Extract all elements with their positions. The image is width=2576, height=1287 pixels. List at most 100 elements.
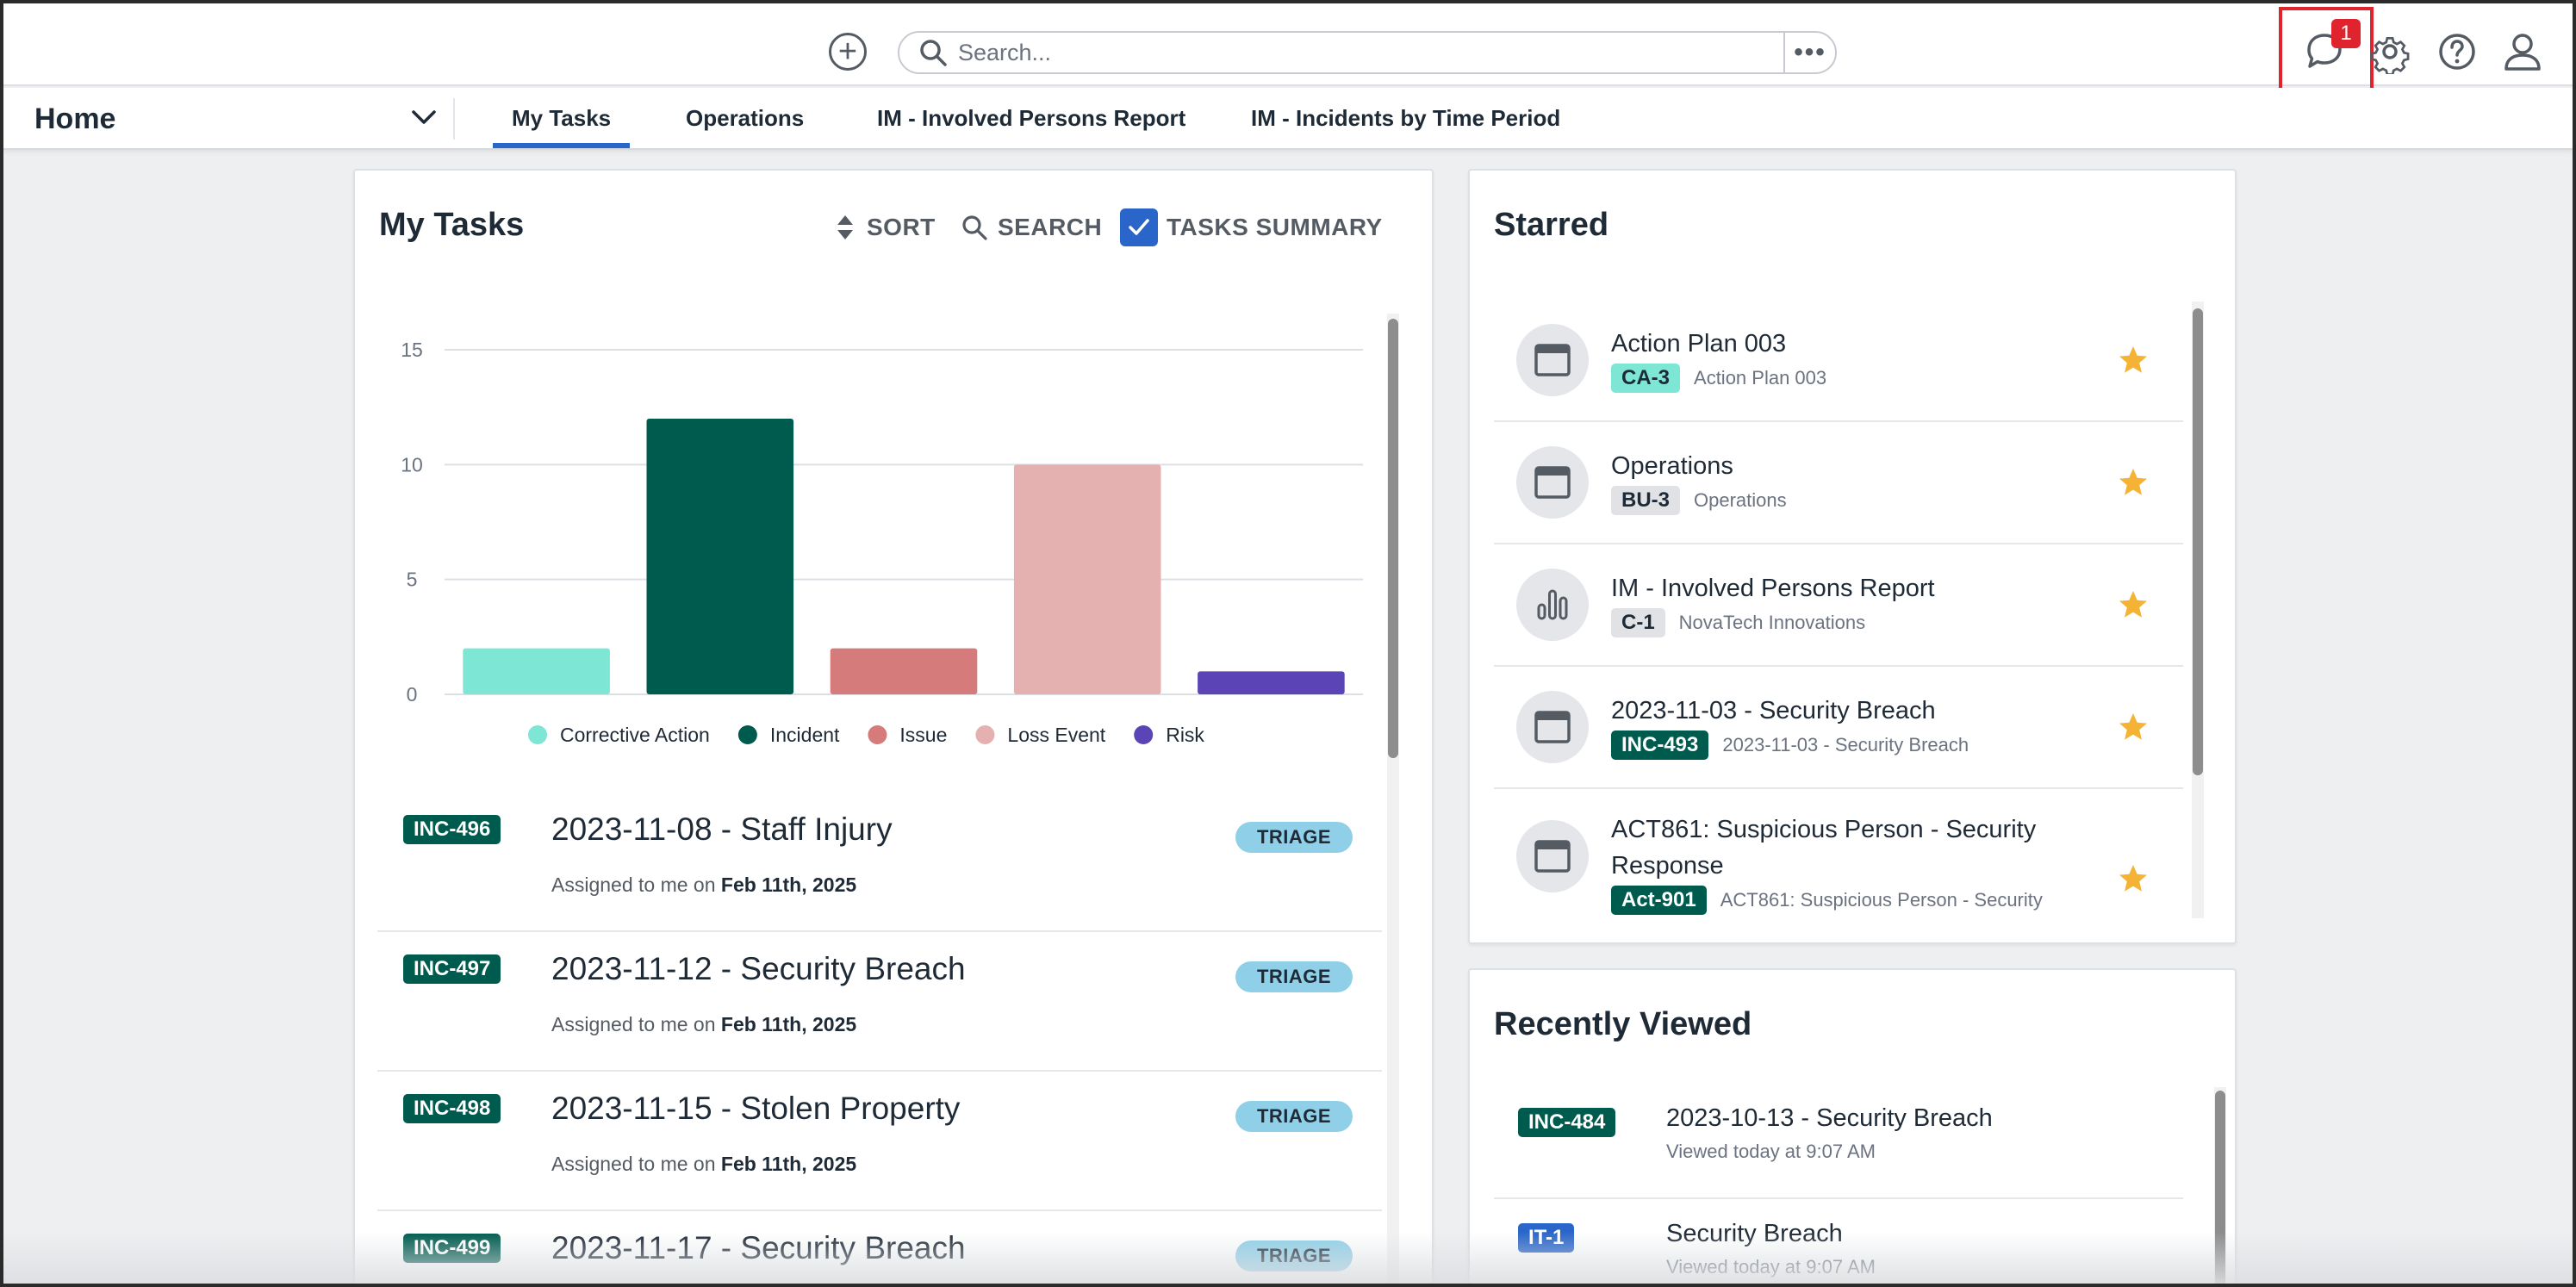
tab-incidents-by-time-period[interactable]: IM - Incidents by Time Period <box>1251 104 1561 131</box>
starred-item[interactable]: IM - Involved Persons Report C-1 NovaTec… <box>1494 544 2183 667</box>
recently-viewed-title: Recently Viewed <box>1494 1006 1752 1042</box>
task-assigned: Assigned to me on Feb 11th, 2025 <box>551 1013 856 1036</box>
status-badge: TRIAGE <box>1235 1240 1353 1271</box>
legend-swatch <box>737 725 757 744</box>
task-assigned: Assigned to me on Feb 11th, 2025 <box>551 1153 856 1176</box>
starred-item-subtitle: Operations <box>1694 489 1787 511</box>
status-badge: TRIAGE <box>1235 1101 1353 1132</box>
more-options-icon[interactable]: ••• <box>1783 33 1835 72</box>
record-id-badge: CA-3 <box>1611 364 1681 393</box>
search-icon[interactable] <box>918 38 948 67</box>
gear-icon[interactable] <box>2368 29 2412 76</box>
chevron-down-icon[interactable] <box>410 109 438 130</box>
starred-item[interactable]: 2023-11-03 - Security Breach INC-493 202… <box>1494 667 2183 789</box>
task-title[interactable]: 2023-11-08 - Staff Injury <box>551 811 893 847</box>
starred-item-meta: Act-901 ACT861: Suspicious Person - Secu… <box>1611 886 2043 915</box>
starred-item-meta: CA-3 Action Plan 003 <box>1611 364 1826 393</box>
bar[interactable] <box>830 648 978 694</box>
y-tick-label: 0 <box>407 683 418 706</box>
window-icon <box>1516 446 1589 519</box>
tab-involved-persons-report[interactable]: IM - Involved Persons Report <box>877 104 1186 131</box>
starred-item-title[interactable]: Operations <box>1611 452 1733 480</box>
task-assigned-prefix: Assigned to me on <box>551 874 716 896</box>
task-assigned-prefix: Assigned to me on <box>551 1153 716 1175</box>
task-assigned-date: Feb 11th, 2025 <box>720 874 857 896</box>
notification-count-badge: 1 <box>2331 19 2361 48</box>
bar[interactable] <box>463 648 610 694</box>
task-row[interactable]: INC-497 2023-11-12 - Security Breach Ass… <box>377 932 1382 1072</box>
sort-button[interactable]: SORT <box>836 210 936 245</box>
recent-scrollbar-thumb[interactable] <box>2215 1091 2225 1284</box>
starred-item[interactable]: Operations BU-3 Operations <box>1494 422 2183 544</box>
dashboard-nav: Home My Tasks Operations IM - Involved P… <box>3 88 2573 150</box>
search-tasks-button[interactable]: SEARCH <box>961 210 1102 245</box>
starred-item-subtitle: ACT861: Suspicious Person - Security <box>1720 889 2043 911</box>
starred-item-title[interactable]: Action Plan 003 <box>1611 330 1787 358</box>
chart-icon <box>1516 569 1589 641</box>
task-assigned-date: Feb 11th, 2025 <box>720 1153 857 1175</box>
star-icon[interactable] <box>2118 712 2149 743</box>
star-icon[interactable] <box>2118 863 2149 894</box>
star-icon[interactable] <box>2118 589 2149 620</box>
tab-operations[interactable]: Operations <box>686 104 805 131</box>
recent-item-title[interactable]: 2023-10-13 - Security Breach <box>1666 1104 1993 1132</box>
star-icon[interactable] <box>2118 345 2149 376</box>
starred-item-meta: BU-3 Operations <box>1611 486 1787 515</box>
recent-item[interactable]: INC-484 2023-10-13 - Security Breach Vie… <box>1494 1084 2183 1199</box>
tasks-scrollbar-thumb[interactable] <box>1388 319 1398 758</box>
task-title[interactable]: 2023-11-12 - Security Breach <box>551 951 966 986</box>
record-id-badge: IT-1 <box>1518 1223 1575 1253</box>
starred-item[interactable]: Action Plan 003 CA-3 Action Plan 003 <box>1494 300 2183 422</box>
starred-item-subtitle: NovaTech Innovations <box>1678 612 1866 633</box>
help-icon[interactable] <box>2435 29 2480 74</box>
recent-item-viewed-time: Viewed today at 9:07 AM <box>1666 1141 1876 1162</box>
task-assigned-date: Feb 11th, 2025 <box>720 1013 857 1035</box>
recent-item[interactable]: IT-1 Security Breach Viewed today at 9:0… <box>1494 1199 2183 1284</box>
legend-label: Loss Event <box>1007 724 1105 746</box>
task-title[interactable]: 2023-11-15 - Stolen Property <box>551 1091 961 1126</box>
search-input[interactable] <box>958 39 1783 66</box>
task-id-badge: INC-498 <box>403 1094 501 1123</box>
legend-label: Issue <box>899 724 947 746</box>
global-search: ••• <box>898 31 1837 74</box>
tab-my-tasks[interactable]: My Tasks <box>492 88 631 148</box>
legend-swatch <box>1134 725 1154 744</box>
task-title[interactable]: 2023-11-17 - Security Breach <box>551 1230 966 1265</box>
dashboard-selector[interactable]: Home <box>34 98 455 140</box>
bar[interactable] <box>646 419 794 694</box>
task-row[interactable]: INC-498 2023-11-15 - Stolen Property Ass… <box>377 1072 1382 1211</box>
legend-swatch <box>528 725 547 744</box>
legend-swatch <box>975 725 995 744</box>
chat-icon[interactable] <box>2302 29 2347 74</box>
user-profile-icon[interactable] <box>2500 29 2545 74</box>
sort-icon <box>837 215 853 239</box>
search-tasks-label: SEARCH <box>998 214 1103 240</box>
checkbox-checked-icon[interactable] <box>1120 208 1158 246</box>
recent-item-title[interactable]: Security Breach <box>1666 1220 1843 1247</box>
recent-item-viewed-time: Viewed today at 9:07 AM <box>1666 1256 1876 1278</box>
starred-item-title[interactable]: IM - Involved Persons Report <box>1611 575 1935 602</box>
star-icon[interactable] <box>2118 467 2149 498</box>
window-icon <box>1516 820 1589 892</box>
status-badge: TRIAGE <box>1235 961 1353 992</box>
my-tasks-card <box>353 169 1434 1284</box>
tasks-summary-toggle[interactable]: TASKS SUMMARY <box>1120 208 1383 246</box>
task-assigned: Assigned to me on Feb 11th, 2025 <box>551 874 856 897</box>
y-tick-label: 10 <box>401 453 423 476</box>
starred-item-title[interactable]: 2023-11-03 - Security Breach <box>1611 697 1936 724</box>
record-id-badge: INC-493 <box>1611 731 1709 760</box>
task-row[interactable]: INC-496 2023-11-08 - Staff Injury Assign… <box>377 793 1382 932</box>
starred-scrollbar-thumb[interactable] <box>2193 308 2203 775</box>
starred-item-meta: C-1 NovaTech Innovations <box>1611 608 1865 637</box>
starred-item[interactable]: ACT861: Suspicious Person - Security Res… <box>1494 789 2183 917</box>
record-id-badge: INC-484 <box>1518 1108 1616 1137</box>
bar[interactable] <box>1198 671 1345 694</box>
add-icon[interactable]: + <box>829 33 867 71</box>
bar[interactable] <box>1013 464 1161 694</box>
starred-card <box>1468 169 2237 944</box>
task-row[interactable]: INC-499 2023-11-17 - Security Breach TRI… <box>377 1211 1382 1284</box>
legend-label: Incident <box>770 724 840 746</box>
starred-item-title[interactable]: ACT861: Suspicious Person - Security Res… <box>1611 816 2037 880</box>
dashboard-selector-label: Home <box>34 102 116 135</box>
